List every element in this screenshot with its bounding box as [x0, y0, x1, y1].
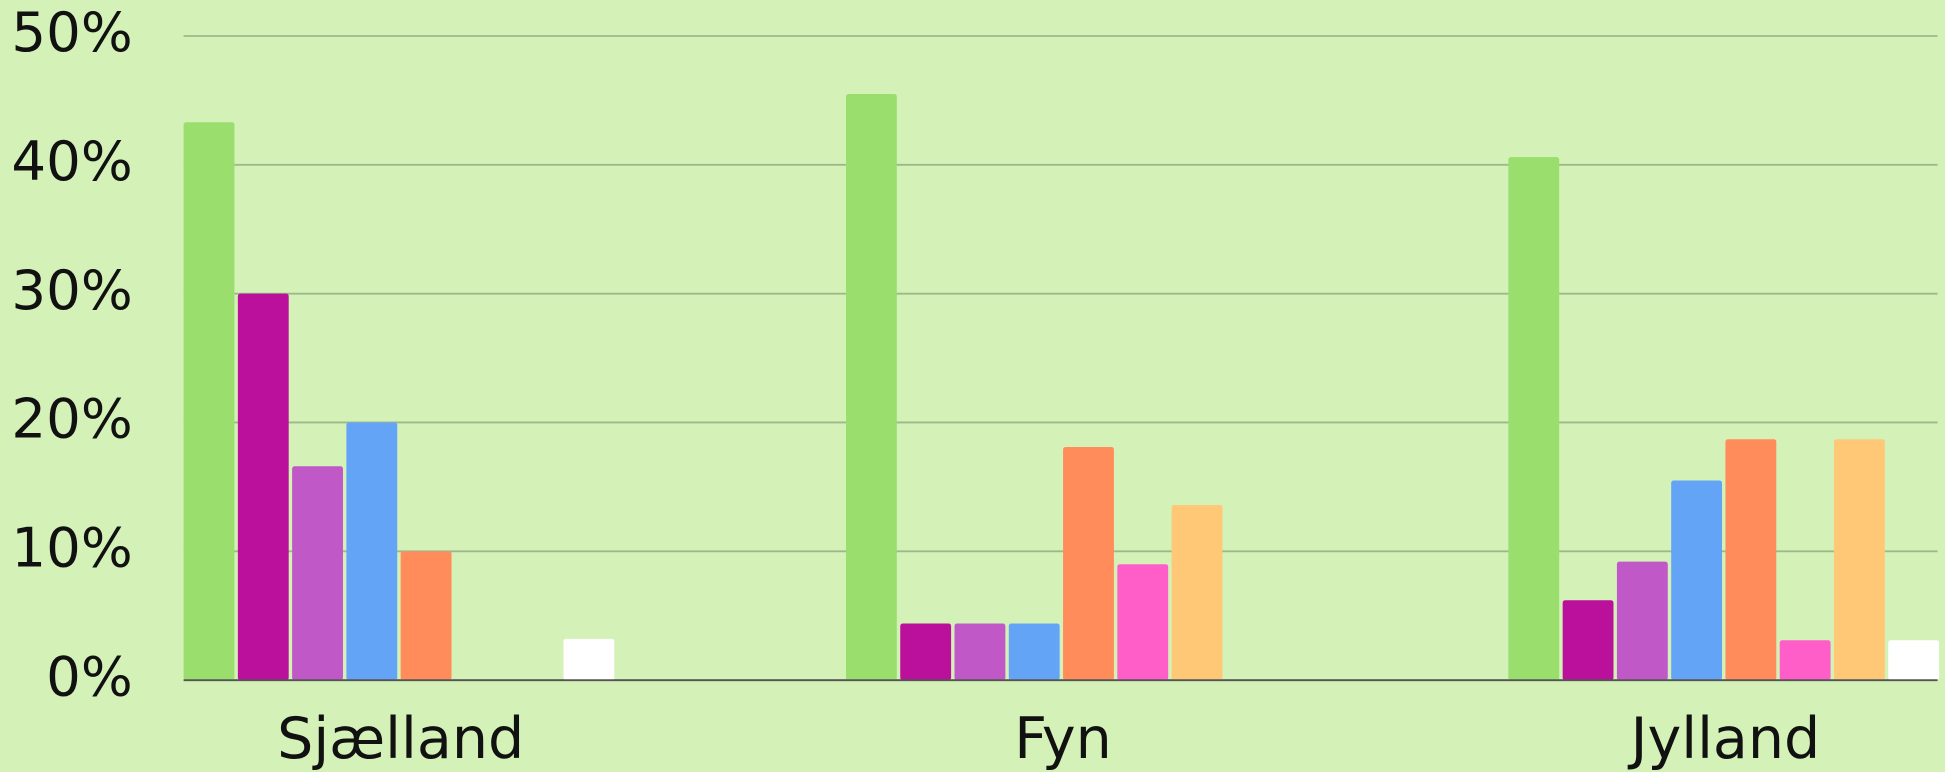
bar [1888, 640, 1940, 681]
y-tick-label: 30% [11, 258, 132, 322]
bar [845, 93, 897, 681]
bar [1616, 561, 1668, 681]
bar [237, 293, 289, 681]
bar [1671, 480, 1723, 681]
y-tick-label: 0% [46, 644, 133, 708]
bar [900, 623, 952, 681]
bar [292, 466, 343, 681]
x-tick-label: Fyn [1014, 706, 1112, 772]
bar [1171, 504, 1223, 681]
y-tick-label: 50% [11, 0, 132, 64]
bar [183, 122, 235, 681]
x-tick-label: Jylland [1628, 706, 1821, 772]
bar [1779, 640, 1831, 681]
bar [954, 623, 1006, 681]
x-tick-label: Sjælland [277, 706, 524, 772]
bar [1508, 157, 1560, 681]
bar [1562, 600, 1614, 681]
bar [1008, 623, 1060, 681]
bar [1725, 439, 1777, 681]
bar [346, 422, 398, 681]
bar [563, 638, 615, 681]
y-tick-label: 20% [11, 387, 132, 451]
bar [400, 551, 452, 681]
y-tick-label: 10% [11, 515, 132, 579]
bar [1063, 446, 1114, 681]
y-tick-label: 40% [11, 129, 132, 193]
bar [1117, 564, 1169, 681]
bar [1833, 439, 1885, 681]
